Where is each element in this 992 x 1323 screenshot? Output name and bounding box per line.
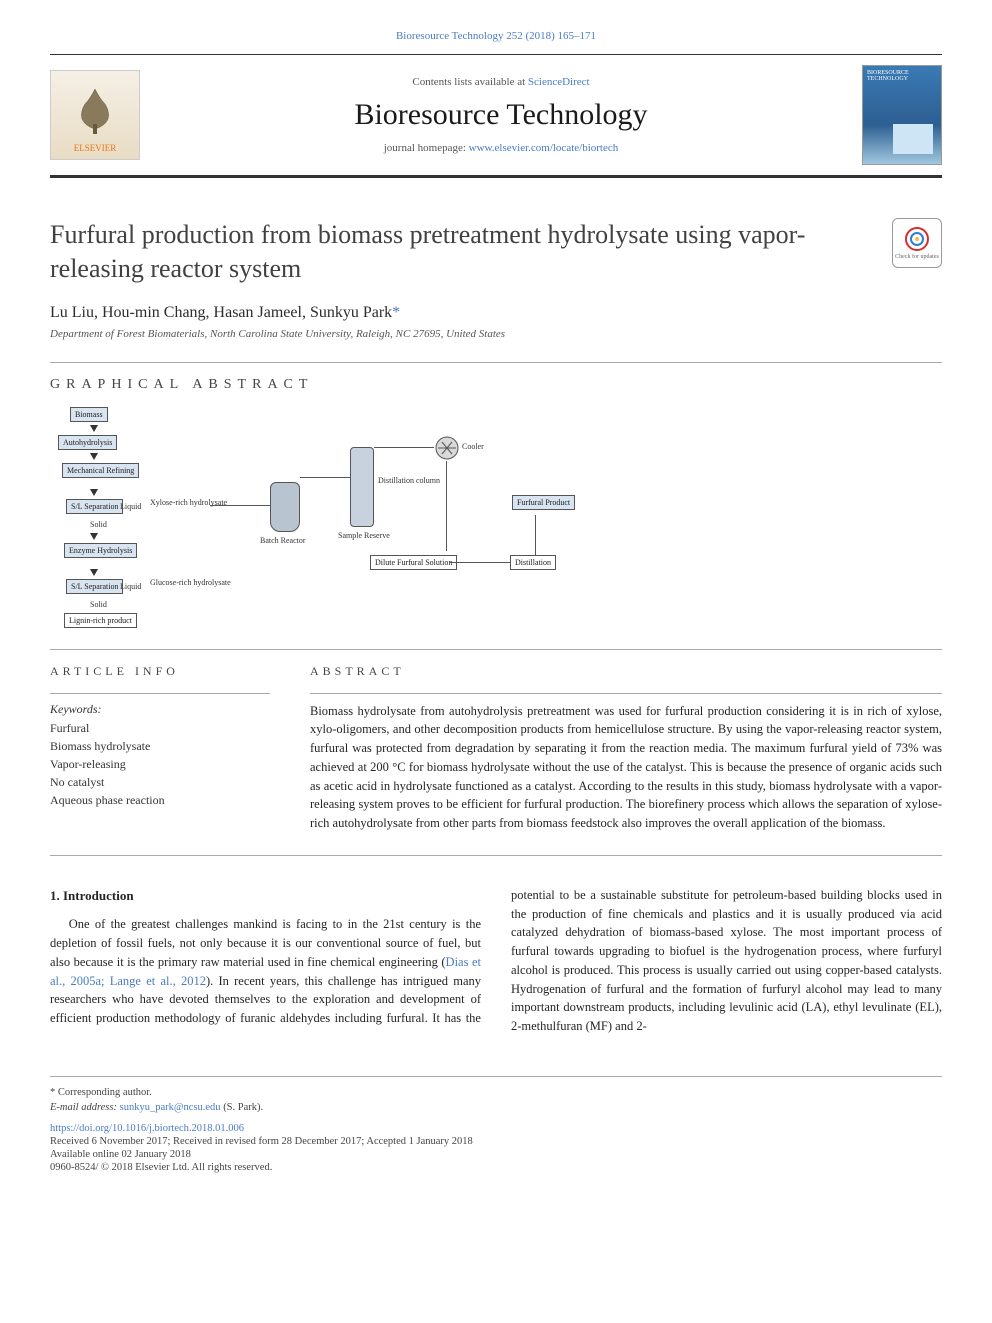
homepage-line: journal homepage: www.elsevier.com/locat…: [160, 142, 842, 154]
keyword: Aqueous phase reaction: [50, 791, 270, 809]
authors-list: Lu Liu, Hou-min Chang, Hasan Jameel, Sun…: [50, 304, 392, 321]
email-link[interactable]: sunkyu_park@ncsu.edu: [120, 1102, 221, 1113]
crossmark-label: Check for updates: [895, 254, 939, 260]
affiliation: Department of Forest Biomaterials, North…: [50, 328, 942, 340]
ga-connector: [300, 477, 350, 478]
sciencedirect-link[interactable]: ScienceDirect: [528, 76, 590, 88]
keyword: Biomass hydrolysate: [50, 737, 270, 755]
arrow-icon: [90, 533, 98, 540]
page-footer: * Corresponding author. E-mail address: …: [50, 1076, 942, 1173]
body-text: One of the greatest challenges mankind i…: [50, 917, 481, 969]
authors: Lu Liu, Hou-min Chang, Hasan Jameel, Sun…: [50, 304, 942, 322]
contents-prefix: Contents lists available at: [412, 76, 527, 88]
crossmark-icon: [904, 226, 930, 252]
elsevier-logo: ELSEVIER: [50, 70, 140, 160]
email-line: E-mail address: sunkyu_park@ncsu.edu (S.…: [50, 1102, 942, 1113]
ga-box-autohydrolysis: Autohydrolysis: [58, 435, 117, 451]
arrow-icon: [90, 425, 98, 432]
ga-column-icon: [350, 447, 374, 527]
ga-connector: [535, 515, 536, 555]
article-title: Furfural production from biomass pretrea…: [50, 218, 872, 286]
ga-label-sample: Sample Reserve: [338, 532, 390, 541]
keyword: No catalyst: [50, 773, 270, 791]
available-date: Available online 02 January 2018: [50, 1149, 942, 1160]
ga-box-distillation: Distillation: [510, 555, 556, 571]
ga-box-biomass: Biomass: [70, 407, 108, 423]
ga-reactor-icon: [270, 482, 300, 532]
arrow-icon: [90, 453, 98, 460]
keyword: Furfural: [50, 719, 270, 737]
graphical-abstract-heading: GRAPHICAL ABSTRACT: [50, 377, 942, 393]
email-suffix: (S. Park).: [221, 1102, 264, 1113]
homepage-prefix: journal homepage:: [384, 142, 469, 154]
arrow-icon: [90, 569, 98, 576]
ga-box-lignin: Lignin-rich product: [64, 613, 137, 629]
journal-title: Bioresource Technology: [160, 98, 842, 132]
abstract-heading: ABSTRACT: [310, 664, 942, 679]
ga-box-sl1: S/L Separation: [66, 499, 123, 515]
journal-header: ELSEVIER Contents lists available at Sci…: [50, 54, 942, 178]
ga-box-mechanical: Mechanical Refining: [62, 463, 139, 479]
received-dates: Received 6 November 2017; Received in re…: [50, 1136, 942, 1147]
doi-link[interactable]: https://doi.org/10.1016/j.biortech.2018.…: [50, 1123, 244, 1134]
ga-label-cooler: Cooler: [462, 443, 484, 452]
elsevier-tree-icon: [70, 84, 120, 139]
homepage-link[interactable]: www.elsevier.com/locate/biortech: [469, 142, 619, 154]
ga-connector: [450, 562, 510, 563]
cover-title: BIORESOURCE TECHNOLOGY: [867, 70, 909, 82]
ga-box-furfural-product: Furfural Product: [512, 495, 575, 511]
ga-label-solid2: Solid: [90, 601, 107, 610]
ga-box-enzyme: Enzyme Hydrolysis: [64, 543, 137, 559]
ga-label-column: Distillation column: [378, 477, 440, 486]
crossmark-badge[interactable]: Check for updates: [892, 218, 942, 268]
divider: [50, 855, 942, 856]
divider: [310, 693, 942, 694]
ga-label-liquid1: Liquid: [120, 503, 141, 512]
ga-label-glucose: Glucose-rich hydrolysate: [150, 579, 231, 588]
ga-box-dilute: Dilute Furfural Solution: [370, 555, 457, 571]
graphical-abstract-figure: Biomass Autohydrolysis Mechanical Refini…: [50, 407, 942, 627]
ga-label-xylose: Xylose-rich hydrolysate: [150, 499, 227, 508]
corresponding-marker[interactable]: *: [392, 304, 400, 321]
keyword: Vapor-releasing: [50, 755, 270, 773]
corresponding-author-note: * Corresponding author.: [50, 1087, 942, 1098]
contents-line: Contents lists available at ScienceDirec…: [160, 76, 842, 88]
copyright: 0960-8524/ © 2018 Elsevier Ltd. All righ…: [50, 1162, 942, 1173]
ga-label-solid1: Solid: [90, 521, 107, 530]
divider: [50, 362, 942, 363]
section-heading-introduction: 1. Introduction: [50, 886, 481, 906]
top-citation: Bioresource Technology 252 (2018) 165–17…: [50, 30, 942, 42]
journal-cover-thumbnail: BIORESOURCE TECHNOLOGY: [862, 65, 942, 165]
divider: [50, 649, 942, 650]
arrow-icon: [90, 489, 98, 496]
ga-connector: [446, 461, 447, 551]
ga-connector: [374, 447, 434, 448]
cooler-icon: [434, 435, 460, 461]
ga-label-liquid2: Liquid: [120, 583, 141, 592]
email-label: E-mail address:: [50, 1102, 120, 1113]
divider: [50, 693, 270, 694]
ga-connector: [210, 505, 270, 506]
ga-box-sl2: S/L Separation: [66, 579, 123, 595]
abstract-text: Biomass hydrolysate from autohydrolysis …: [310, 702, 942, 833]
article-info-heading: ARTICLE INFO: [50, 664, 270, 679]
body-paragraph: One of the greatest challenges mankind i…: [50, 886, 942, 1036]
ga-label-batch: Batch Reactor: [260, 537, 306, 546]
elsevier-label: ELSEVIER: [74, 143, 117, 153]
keywords-label: Keywords:: [50, 702, 270, 717]
